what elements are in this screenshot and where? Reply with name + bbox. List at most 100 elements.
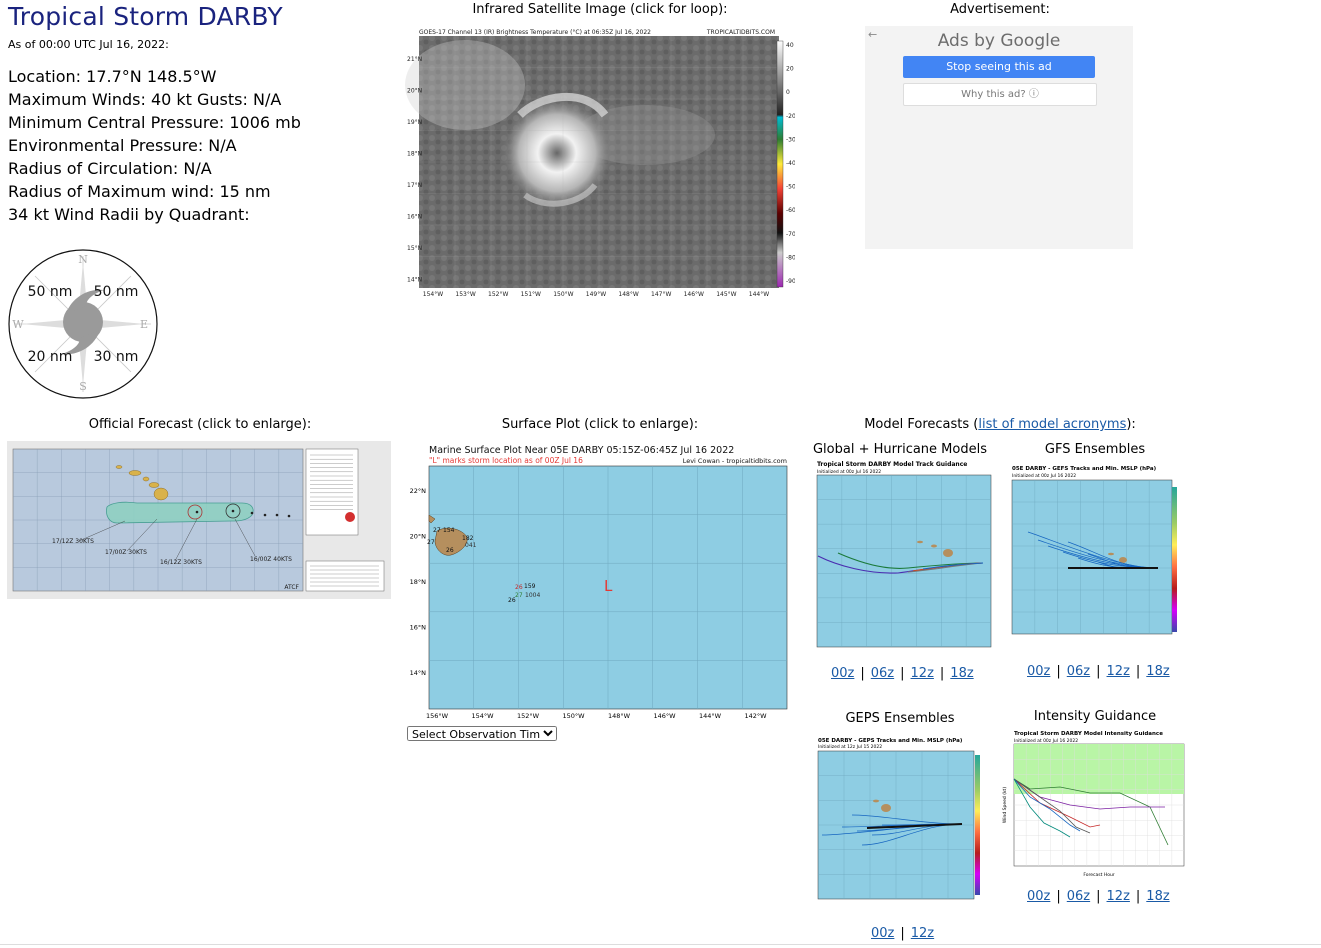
satellite-scale-label: 20 bbox=[786, 66, 794, 73]
surface-plot-caption: Surface Plot (click to enlarge): bbox=[501, 417, 699, 432]
run-link-06z[interactable]: 06z bbox=[870, 666, 895, 681]
satellite-lon-label: 144°W bbox=[749, 291, 769, 298]
satellite-lat-label: 16°N bbox=[407, 214, 422, 221]
gfs-ensembles-runs: 00z | 06z | 12z | 18z bbox=[1027, 664, 1170, 679]
info-wind-radii-heading: 34 kt Wind Radii by Quadrant: bbox=[8, 205, 250, 224]
satellite-lon-label: 147°W bbox=[651, 291, 671, 298]
svg-text:Tropical Storm DARBY Model Tra: Tropical Storm DARBY Model Track Guidanc… bbox=[817, 461, 967, 468]
run-link-00z[interactable]: 00z bbox=[1027, 889, 1051, 904]
run-link-18z[interactable]: 18z bbox=[950, 666, 974, 681]
compass-south: S bbox=[79, 380, 87, 393]
surface-lon-label: 144°W bbox=[699, 712, 722, 720]
satellite-lat-label: 17°N bbox=[407, 182, 422, 189]
satellite-scale-label: -60 bbox=[786, 207, 795, 214]
satellite-image[interactable]: GOES-17 Channel 13 (IR) Brightness Tempe… bbox=[405, 25, 795, 300]
run-link-12z[interactable]: 12z bbox=[1106, 664, 1130, 679]
compass-west: W bbox=[12, 318, 24, 331]
forecast-legend bbox=[305, 448, 359, 536]
gfs-ensembles-image[interactable]: 05E DARBY - GEFS Tracks and Min. MSLP (h… bbox=[1008, 462, 1194, 640]
satellite-lon-label: 145°W bbox=[716, 291, 736, 298]
satellite-scale-label: -50 bbox=[786, 184, 795, 191]
run-link-00z[interactable]: 00z bbox=[1027, 664, 1051, 679]
svg-text:Initialized at 00z Jul 16 2022: Initialized at 00z Jul 16 2022 bbox=[817, 469, 881, 475]
surface-obs-label: 26 bbox=[446, 547, 454, 554]
model-acronyms-link[interactable]: list of model acronyms bbox=[978, 417, 1127, 432]
svg-text:Forecast Hour: Forecast Hour bbox=[1083, 872, 1114, 878]
global-models-runs: 00z | 06z | 12z | 18z bbox=[831, 666, 974, 681]
stop-seeing-ad-button[interactable]: Stop seeing this ad bbox=[903, 56, 1095, 78]
ads-by-google: Ads by Google bbox=[937, 31, 1061, 51]
svg-text:Tropical Storm DARBY Model Int: Tropical Storm DARBY Model Intensity Gui… bbox=[1014, 731, 1163, 737]
run-link-12z[interactable]: 12z bbox=[910, 926, 935, 941]
surface-obs-label: 27 bbox=[427, 539, 435, 546]
run-link-06z[interactable]: 06z bbox=[1066, 664, 1091, 679]
big-island bbox=[428, 514, 468, 556]
surface-lon-label: 154°W bbox=[471, 712, 494, 720]
info-radius-max-wind: Radius of Maximum wind: 15 nm bbox=[8, 182, 271, 201]
surface-plot-credit: Levi Cowan - tropicaltidbits.com bbox=[683, 457, 787, 465]
ad-back-arrow-icon[interactable]: ← bbox=[868, 28, 878, 41]
satellite-scale-label: 0 bbox=[786, 89, 790, 96]
surface-lon-label: 148°W bbox=[608, 712, 631, 720]
atcf-label: ATCF bbox=[284, 584, 299, 591]
hurricane-symbol-icon bbox=[62, 289, 104, 355]
run-link-06z[interactable]: 06z bbox=[1066, 889, 1091, 904]
satellite-scale-label: 40 bbox=[786, 42, 794, 49]
radius-nw: 50 nm bbox=[28, 284, 73, 300]
official-forecast-map[interactable]: 17/12Z 30KTS 17/00Z 30KTS 16/12Z 30KTS 1… bbox=[7, 441, 391, 599]
surface-plot-map[interactable]: Marine Surface Plot Near 05E DARBY 05:15… bbox=[407, 441, 792, 726]
geps-ensembles-title: GEPS Ensembles bbox=[845, 711, 955, 726]
run-link-18z[interactable]: 18z bbox=[1146, 889, 1170, 904]
surface-lat-label: 18°N bbox=[410, 578, 427, 586]
satellite-lat-label: 14°N bbox=[407, 277, 422, 284]
intensity-guidance-title: Intensity Guidance bbox=[1033, 709, 1157, 724]
run-link-12z[interactable]: 12z bbox=[910, 666, 934, 681]
satellite-lat-label: 15°N bbox=[407, 245, 422, 252]
surface-plot-subtitle: "L" marks storm location as of 00Z Jul 1… bbox=[429, 456, 583, 465]
satellite-scale-label: -30 bbox=[786, 136, 795, 143]
run-link-12z[interactable]: 12z bbox=[1106, 889, 1130, 904]
model-forecasts-caption: Model Forecasts (list of model acronyms)… bbox=[864, 417, 1136, 432]
as-of-timestamp: As of 00:00 UTC Jul 16, 2022: bbox=[8, 38, 169, 51]
advertisement-caption: Advertisement: bbox=[950, 2, 1050, 17]
intensity-guidance-image[interactable]: Tropical Storm DARBY Model Intensity Gui… bbox=[1000, 727, 1186, 879]
run-link-00z[interactable]: 00z bbox=[871, 926, 895, 941]
satellite-lat-label: 21°N bbox=[407, 56, 422, 63]
satellite-lon-label: 149°W bbox=[586, 291, 606, 298]
surface-obs-label: 154 bbox=[443, 527, 455, 534]
forecast-point-label: 17/00Z 30KTS bbox=[105, 549, 147, 556]
run-link-18z[interactable]: 18z bbox=[1146, 664, 1170, 679]
why-this-ad-button[interactable]: Why this ad? ⓘ bbox=[903, 83, 1097, 106]
advertisement-box: ← Ads by Google Stop seeing this ad Why … bbox=[865, 26, 1133, 249]
official-forecast-caption: Official Forecast (click to enlarge): bbox=[88, 417, 312, 432]
info-location: Location: 17.7°N 148.5°W bbox=[8, 67, 217, 86]
surface-obs-label: 1004 bbox=[525, 592, 540, 599]
geps-ensembles-image[interactable]: 05E DARBY - GEPS Tracks and Min. MSLP (h… bbox=[812, 735, 998, 907]
global-models-image[interactable]: Tropical Storm DARBY Model Track Guidanc… bbox=[808, 456, 994, 652]
run-link-00z[interactable]: 00z bbox=[831, 666, 855, 681]
info-env-pressure: Environmental Pressure: N/A bbox=[8, 136, 237, 155]
svg-text:Wind Speed (kt): Wind Speed (kt) bbox=[1002, 787, 1008, 823]
surface-obs-label: 182 bbox=[462, 535, 474, 542]
satellite-lon-label: 151°W bbox=[521, 291, 541, 298]
satellite-lat-label: 20°N bbox=[407, 88, 422, 95]
satellite-lon-label: 154°W bbox=[423, 291, 443, 298]
radius-ne: 50 nm bbox=[94, 284, 139, 300]
satellite-lon-label: 150°W bbox=[553, 291, 573, 298]
surface-obs-label: 27 bbox=[433, 527, 441, 534]
wind-radii-compass: N S E W 50 nm 50 nm 20 nm 30 nm bbox=[8, 249, 158, 399]
observation-time-select[interactable]: Select Observation Time... bbox=[407, 726, 557, 741]
info-max-winds: Maximum Winds: 40 kt Gusts: N/A bbox=[8, 90, 282, 109]
satellite-lon-label: 148°W bbox=[618, 291, 638, 298]
svg-text:05E DARBY - GEFS Tracks and Mi: 05E DARBY - GEFS Tracks and Min. MSLP (h… bbox=[1012, 466, 1157, 472]
svg-text:Initialized at 12z Jul 15 2022: Initialized at 12z Jul 15 2022 bbox=[818, 744, 882, 750]
global-models-title: Global + Hurricane Models bbox=[812, 442, 987, 457]
svg-text:Initialized at 00z Jul 16 2022: Initialized at 00z Jul 16 2022 bbox=[1014, 738, 1078, 744]
svg-text:Initialized at 00z Jul 16 2022: Initialized at 00z Jul 16 2022 bbox=[1012, 473, 1076, 479]
surface-obs-label: 159 bbox=[524, 583, 536, 590]
satellite-scale-label: -70 bbox=[786, 231, 795, 238]
forecast-cone bbox=[106, 501, 254, 524]
surface-lat-label: 20°N bbox=[410, 533, 427, 541]
forecast-point-label: 16/12Z 30KTS bbox=[160, 559, 202, 566]
surface-lat-label: 14°N bbox=[410, 669, 427, 677]
